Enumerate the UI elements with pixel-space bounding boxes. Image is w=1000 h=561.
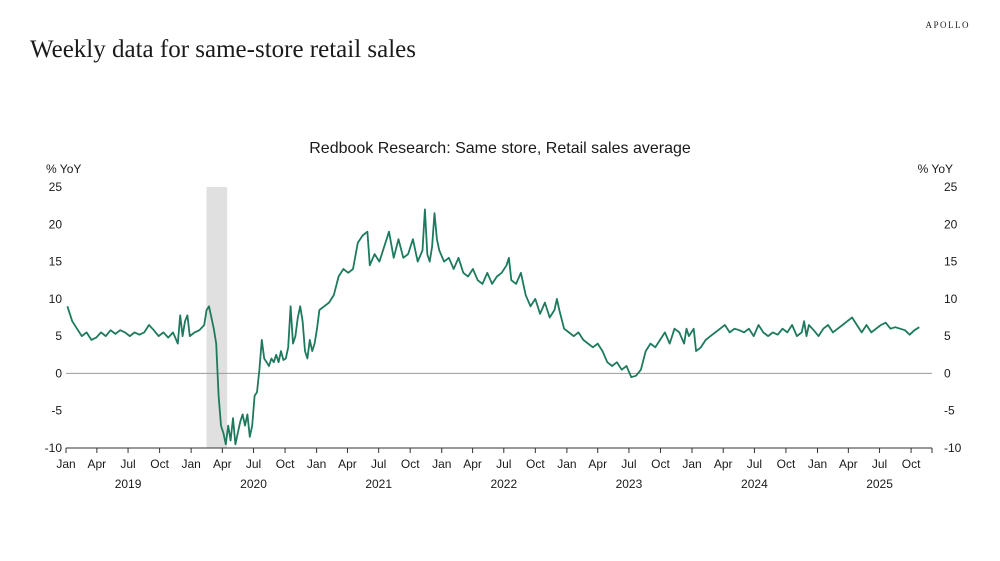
y-tick-label-right: 0 (944, 366, 951, 380)
series-line (66, 208, 920, 446)
x-tick-label: Apr (839, 457, 858, 471)
y-tick-label-left: 10 (49, 292, 63, 306)
x-tick-label: Jul (621, 457, 636, 471)
y-axis-label-left: % YoY (46, 162, 81, 176)
x-tick-label: Jul (872, 457, 887, 471)
x-tick-label: Jan (181, 457, 200, 471)
y-tick-label-right: -10 (944, 441, 962, 455)
x-tick-label: Jan (808, 457, 827, 471)
x-tick-label: Jul (747, 457, 762, 471)
y-tick-label-right: -5 (944, 404, 955, 418)
y-tick-label-left: 15 (49, 255, 63, 269)
x-year-label: 2021 (365, 477, 392, 491)
x-tick-label: Oct (401, 457, 420, 471)
x-year-label: 2023 (616, 477, 643, 491)
brand-logo: APOLLO (925, 20, 970, 30)
x-tick-label: Jul (246, 457, 261, 471)
x-tick-label: Jan (557, 457, 576, 471)
x-tick-label: Oct (150, 457, 169, 471)
y-tick-label-left: 20 (49, 217, 63, 231)
x-tick-label: Jan (682, 457, 701, 471)
y-tick-label-right: 5 (944, 329, 951, 343)
page-title: Weekly data for same-store retail sales (30, 36, 417, 63)
y-tick-label-right: 20 (944, 217, 958, 231)
x-tick-label: Oct (902, 457, 921, 471)
x-year-label: 2020 (240, 477, 267, 491)
x-tick-label: Jul (496, 457, 511, 471)
y-tick-label-left: 25 (49, 180, 63, 194)
y-tick-label-right: 25 (944, 180, 958, 194)
y-tick-label-left: 0 (55, 366, 62, 380)
x-tick-label: Jul (371, 457, 386, 471)
x-tick-label: Oct (651, 457, 670, 471)
x-tick-label: Jan (307, 457, 326, 471)
x-year-label: 2024 (741, 477, 768, 491)
y-tick-label-left: -5 (51, 404, 62, 418)
x-tick-label: Apr (463, 457, 482, 471)
x-tick-label: Jul (120, 457, 135, 471)
x-tick-label: Jan (432, 457, 451, 471)
x-tick-label: Oct (526, 457, 545, 471)
y-tick-label-right: 15 (944, 255, 958, 269)
x-tick-label: Apr (213, 457, 232, 471)
x-tick-label: Apr (714, 457, 733, 471)
x-tick-label: Jan (56, 457, 75, 471)
y-tick-label-left: -10 (45, 441, 63, 455)
x-year-label: 2019 (115, 477, 142, 491)
x-year-label: 2025 (866, 477, 893, 491)
x-tick-label: Oct (777, 457, 796, 471)
y-tick-label-left: 5 (55, 329, 62, 343)
y-tick-label-right: 10 (944, 292, 958, 306)
y-axis-label-right: % YoY (918, 162, 953, 176)
x-year-label: 2022 (490, 477, 517, 491)
x-tick-label: Apr (88, 457, 107, 471)
recession-band (206, 187, 228, 448)
x-tick-label: Apr (338, 457, 357, 471)
x-tick-label: Apr (588, 457, 607, 471)
chart-title: Redbook Research: Same store, Retail sal… (309, 140, 691, 157)
x-tick-label: Oct (276, 457, 295, 471)
